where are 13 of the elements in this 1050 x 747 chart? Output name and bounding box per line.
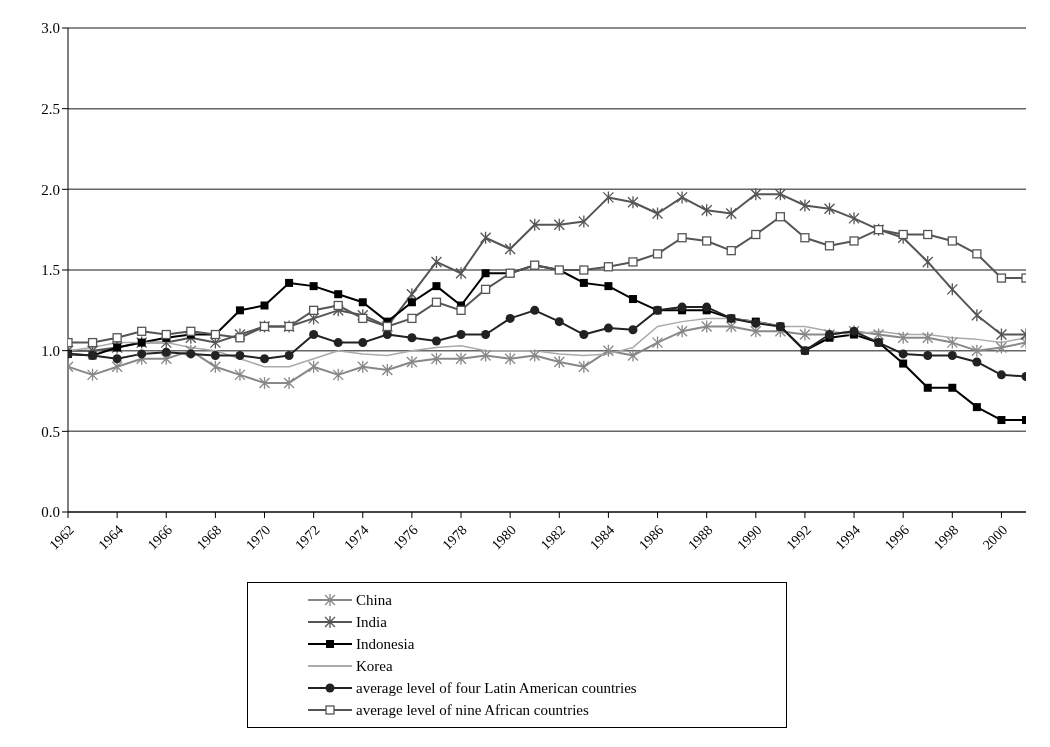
y-tick-label: 0.0: [41, 504, 60, 521]
y-tick-label: 3.0: [41, 20, 60, 37]
legend-label: Korea: [356, 657, 393, 675]
y-tick-label: 0.5: [41, 423, 60, 440]
y-tick-label: 2.5: [41, 100, 60, 117]
legend-label: China: [356, 591, 392, 609]
y-tick-label: 1.5: [41, 262, 60, 279]
y-tick-label: 1.0: [41, 342, 60, 359]
legend-label: Indonesia: [356, 635, 415, 653]
legend-label: India: [356, 613, 387, 631]
legend-label: average level of nine African countries: [356, 701, 589, 719]
legend-label: average level of four Latin American countries: [356, 679, 637, 697]
y-tick-label: 2.0: [41, 181, 60, 198]
